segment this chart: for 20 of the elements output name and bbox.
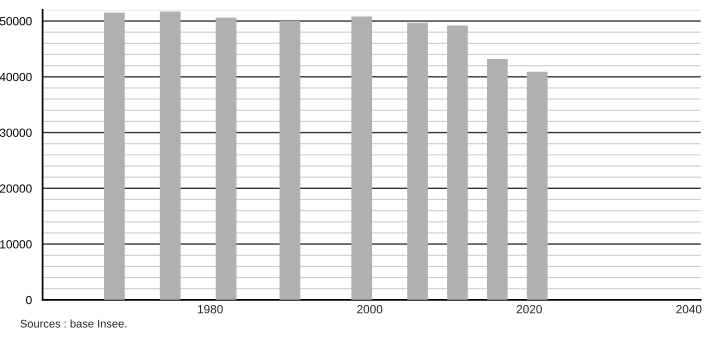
bar (160, 12, 181, 300)
bar (280, 21, 300, 300)
bar (486, 58, 508, 300)
bar (526, 72, 548, 300)
bar (104, 12, 125, 300)
y-tick-label: 50000 (0, 17, 32, 26)
x-tick-label: 2020 (516, 305, 542, 314)
y-tick-label: 10000 (0, 240, 32, 248)
x-tick-label: 2000 (357, 305, 382, 314)
y-tick-label: 40000 (0, 72, 32, 82)
x-tick-label: 2040 (676, 305, 702, 314)
y-tick-label: 0 (26, 296, 32, 304)
bar (351, 16, 372, 300)
x-tick-label: 1980 (198, 305, 223, 314)
bar (407, 22, 428, 300)
y-tick-label: 30000 (0, 128, 32, 137)
bar (447, 25, 468, 300)
bar (216, 18, 236, 300)
source-note: Sources : base Insee. (20, 319, 126, 328)
y-tick-label: 20000 (0, 184, 32, 193)
